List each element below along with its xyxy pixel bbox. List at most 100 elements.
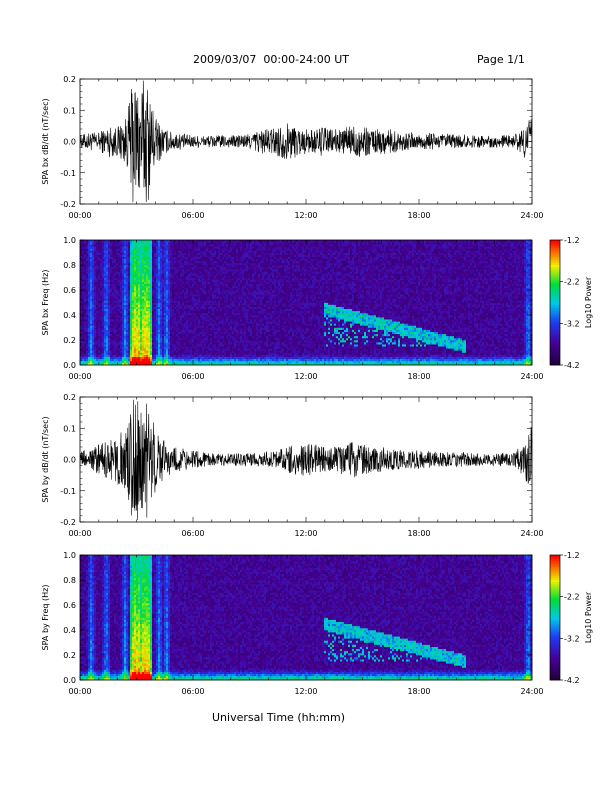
spectrogram-cell [94,337,97,341]
spectrogram-cell [156,315,159,318]
spectrogram-cell [208,244,211,247]
spectrogram-cell [204,304,207,307]
spectrogram-cell [190,294,193,297]
spectrogram-cell [174,260,177,264]
spectrogram-cell [176,321,179,324]
spectrogram-cell [186,356,189,360]
spectrogram-cell [214,306,217,310]
spectrogram-cell [112,290,115,293]
spectrogram-cell [152,360,155,364]
spectrogram-cell [122,342,125,345]
spectrogram-cell [172,358,175,362]
spectrogram-cell [220,350,223,353]
spectrogram-cell [236,306,239,310]
spectrogram-cell [138,329,141,332]
spectrogram-cell [236,265,239,268]
spectrogram-cell [94,292,97,295]
spectrogram-cell [200,346,203,349]
spectrogram-cell [178,300,181,303]
spectrogram-cell [122,273,125,276]
spectrogram-cell [134,275,137,278]
spectrogram-cell [108,348,111,351]
spectrogram-cell [176,265,179,268]
spectrogram-cell [84,348,87,351]
spectrogram-cell [174,356,177,360]
spectrogram-cell [134,356,137,360]
spectrogram-cell [98,356,101,360]
spectrogram-cell [234,290,237,293]
spectrogram-cell [112,356,115,360]
spectrogram-cell [138,254,141,257]
spectrogram-cell [184,273,187,276]
spectrogram-cell [210,310,213,314]
spectrogram-cell [198,308,201,312]
spectrogram-cell [116,340,119,343]
spectrogram-cell [116,321,119,324]
spectrogram-cell [212,275,215,278]
spectrogram-cell [206,267,209,270]
spectrogram-cell [184,252,187,255]
spectrogram-cell [130,246,133,249]
spectrogram-cell [182,344,185,347]
spectrogram-cell [218,308,221,312]
spectrogram-cell [172,287,175,291]
spectrogram-cell [208,260,211,264]
spectrogram-cell [92,254,95,257]
spectrogram-cell [98,281,101,285]
spectrogram-cell [158,290,161,293]
spectrogram-cell [190,260,193,264]
spectrogram-cell [116,306,119,310]
spectrogram-cell [138,354,141,357]
spectrogram-cell [194,273,197,276]
spectrogram-cell [118,335,121,339]
spectrogram-cell [162,292,165,295]
spectrogram-cell [206,265,209,268]
spectrogram-cell [90,262,93,266]
spectrogram-cell [212,285,215,289]
spectrogram-cell [122,260,125,264]
spectrogram-cell [154,254,157,257]
spectrogram-cell [214,294,217,297]
spectrogram-cell [124,283,127,287]
spectrogram-cell [92,250,95,253]
spectrogram-cell [162,265,165,268]
spectrogram-cell [184,262,187,266]
spectrogram-cell [102,356,105,360]
spectrogram-cell [242,350,245,353]
spectrogram-cell [240,356,243,360]
spectrogram-cell [224,298,227,301]
spectrogram-cell [188,344,191,347]
spectrogram-cell [96,354,99,357]
spectrogram-cell [106,327,109,330]
spectrogram-cell [218,340,221,343]
spectrogram-cell [216,304,219,307]
spectrogram-cell [102,246,105,249]
spectrogram-cell [210,306,213,310]
spectrogram-cell [236,333,239,337]
spectrogram-cell [168,300,171,303]
spectrogram-cell [156,242,159,245]
spectrogram-cell [174,265,177,268]
spectrogram-cell [150,325,153,328]
spectrogram-cell [222,302,225,305]
spectrogram-cell [178,317,181,320]
spectrogram-cell [234,358,237,362]
spectrogram-cell [142,300,145,303]
spectrogram-cell [204,362,207,366]
spectrogram-cell [108,283,111,287]
spectrogram-cell [150,344,153,347]
spectrogram-cell [152,315,155,318]
spectrogram-cell [158,277,161,280]
spectrogram-cell [182,246,185,249]
spectrogram-cell [210,290,213,293]
spectrogram-cell [124,300,127,303]
spectrogram-cell [240,319,243,322]
spectrogram-cell [110,256,113,260]
spectrogram-cell [94,271,97,274]
spectrogram-cell [122,354,125,357]
spectrogram-cell [186,304,189,307]
spectrogram-cell [80,342,83,345]
spectrogram-cell [220,352,223,355]
spectrogram-cell [194,348,197,351]
spectrogram-cell [132,271,135,274]
